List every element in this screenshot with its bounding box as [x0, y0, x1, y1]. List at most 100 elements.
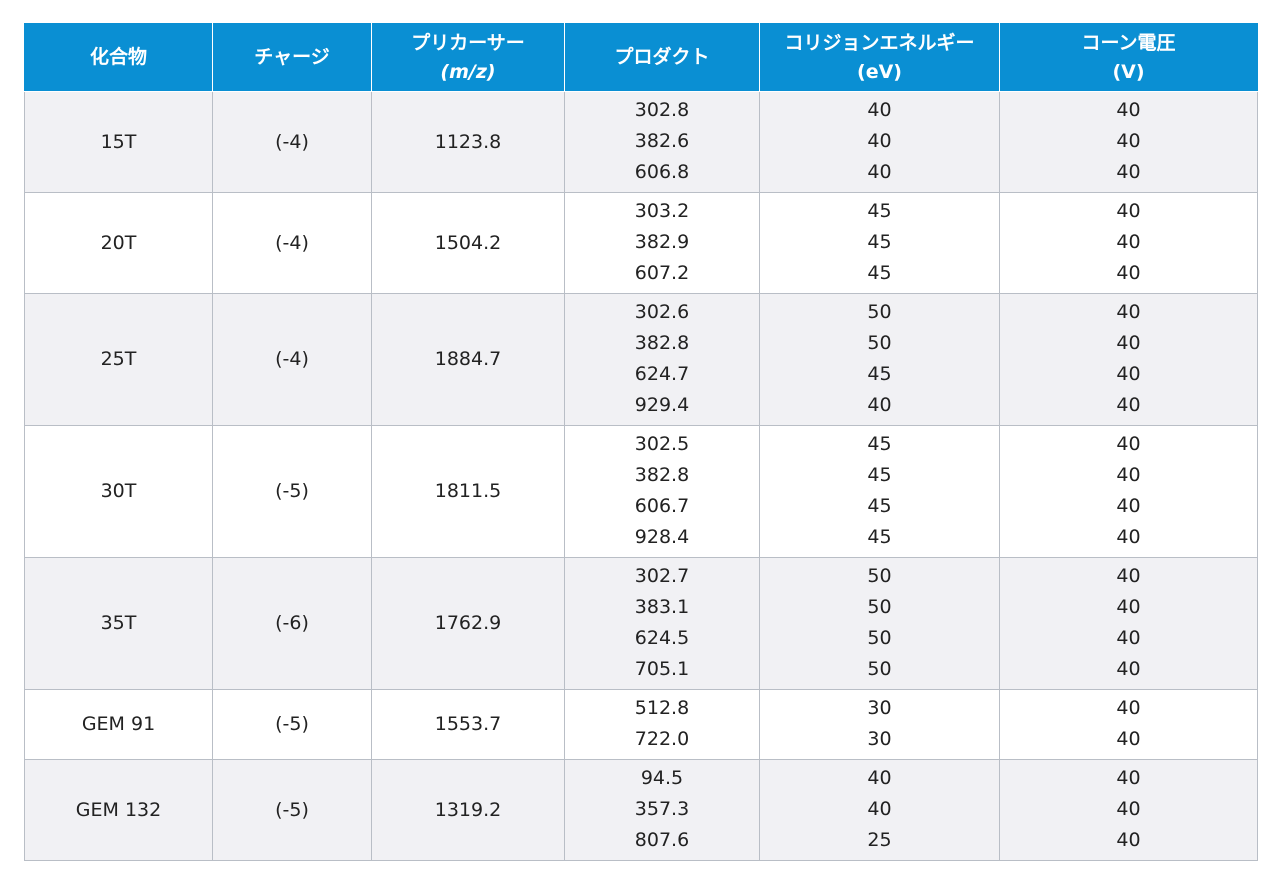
header-precursor: プリカーサー (m/z): [371, 23, 565, 92]
precursor-cell: 1553.7: [371, 689, 565, 760]
product-value: 607.2: [634, 262, 690, 284]
table-row: GEM 132 (-5) 1319.2 94.5 357.3 807.6 40 40 25 40 4…: [24, 759, 1258, 861]
product-value: 606.7: [634, 495, 690, 517]
collision-energy-cell: 50 50 50 50: [759, 557, 1000, 690]
header-precursor-label: プリカーサー: [411, 31, 525, 54]
collision-energy-value: 45: [867, 262, 892, 284]
table-row: 20T (-4) 1504.2 303.2 382.9 607.2 45 45 45 40 40 40: [24, 192, 1258, 294]
mrm-parameters-table: 化合物 チャージ プリカーサー (m/z) プロダクト コリジョンエネルギー (…: [24, 23, 1258, 861]
collision-energy-value: 50: [867, 658, 892, 680]
header-compound-label: 化合物: [89, 46, 147, 68]
collision-energy-value: 50: [867, 596, 892, 618]
cone-voltage-value: 40: [1116, 231, 1141, 253]
collision-energy-value: 45: [867, 363, 892, 385]
product-value: 624.5: [634, 627, 690, 649]
charge-cell: (-5): [212, 425, 372, 558]
collision-energy-value: 50: [867, 332, 892, 354]
cone-voltage-cell: 40 40 40: [999, 192, 1258, 294]
product-value: 383.1: [634, 596, 690, 618]
cone-voltage-value: 40: [1116, 627, 1141, 649]
product-value: 302.5: [634, 433, 690, 455]
product-value: 302.6: [634, 301, 690, 323]
cone-voltage-value: 40: [1116, 161, 1141, 183]
header-product: プロダクト: [564, 23, 760, 92]
table-header-row: 化合物 チャージ プリカーサー (m/z) プロダクト コリジョンエネルギー (…: [24, 23, 1258, 92]
collision-energy-value: 50: [867, 565, 892, 587]
cone-voltage-value: 40: [1116, 130, 1141, 152]
collision-energy-value: 40: [867, 130, 892, 152]
collision-energy-value: 45: [867, 231, 892, 253]
cone-voltage-cell: 40 40 40 40: [999, 425, 1258, 558]
header-precursor-unit: (m/z): [440, 60, 496, 83]
cone-voltage-value: 40: [1116, 433, 1141, 455]
header-compound: 化合物: [24, 23, 213, 92]
collision-energy-value: 30: [867, 697, 892, 719]
charge-cell: (-4): [212, 91, 372, 193]
cone-voltage-value: 40: [1116, 728, 1141, 750]
product-value: 382.9: [634, 231, 690, 253]
header-collision-energy: コリジョンエネルギー (eV): [759, 23, 1000, 92]
product-value: 929.4: [634, 394, 690, 416]
product-cell: 303.2 382.9 607.2: [564, 192, 760, 294]
cone-voltage-value: 40: [1116, 798, 1141, 820]
compound-cell: 30T: [24, 425, 213, 558]
charge-cell: (-6): [212, 557, 372, 690]
charge-cell: (-5): [212, 759, 372, 861]
product-cell: 302.5 382.8 606.7 928.4: [564, 425, 760, 558]
compound-cell: 35T: [24, 557, 213, 690]
precursor-cell: 1884.7: [371, 293, 565, 426]
cone-voltage-cell: 40 40 40: [999, 91, 1258, 193]
collision-energy-value: 45: [867, 495, 892, 517]
collision-energy-value: 50: [867, 627, 892, 649]
product-value: 705.1: [634, 658, 690, 680]
cone-voltage-value: 40: [1116, 363, 1141, 385]
precursor-cell: 1762.9: [371, 557, 565, 690]
cone-voltage-value: 40: [1116, 565, 1141, 587]
collision-energy-value: 25: [867, 829, 892, 851]
collision-energy-value: 50: [867, 301, 892, 323]
table-row: GEM 91 (-5) 1553.7 512.8 722.0 30 30 40 40: [24, 689, 1258, 760]
product-value: 928.4: [634, 526, 690, 548]
cone-voltage-cell: 40 40 40 40: [999, 293, 1258, 426]
precursor-cell: 1504.2: [371, 192, 565, 294]
cone-voltage-value: 40: [1116, 829, 1141, 851]
cone-voltage-value: 40: [1116, 262, 1141, 284]
compound-cell: 25T: [24, 293, 213, 426]
table-row: 15T (-4) 1123.8 302.8 382.6 606.8 40 40 40 40 40 40: [24, 91, 1258, 193]
product-value: 624.7: [634, 363, 690, 385]
product-value: 382.6: [634, 130, 690, 152]
collision-energy-cell: 50 50 45 40: [759, 293, 1000, 426]
collision-energy-value: 45: [867, 464, 892, 486]
compound-cell: GEM 132: [24, 759, 213, 861]
product-value: 357.3: [634, 798, 690, 820]
precursor-cell: 1319.2: [371, 759, 565, 861]
cone-voltage-value: 40: [1116, 464, 1141, 486]
product-value: 512.8: [634, 697, 690, 719]
compound-cell: GEM 91: [24, 689, 213, 760]
product-value: 382.8: [634, 332, 690, 354]
collision-energy-value: 40: [867, 99, 892, 121]
collision-energy-value: 40: [867, 767, 892, 789]
charge-cell: (-5): [212, 689, 372, 760]
cone-voltage-value: 40: [1116, 301, 1141, 323]
compound-cell: 20T: [24, 192, 213, 294]
header-product-label: プロダクト: [614, 46, 710, 68]
table-body: 15T (-4) 1123.8 302.8 382.6 606.8 40 40 40 40 40 40…: [24, 91, 1258, 861]
collision-energy-value: 40: [867, 798, 892, 820]
collision-energy-value: 45: [867, 526, 892, 548]
cone-voltage-value: 40: [1116, 332, 1141, 354]
cone-voltage-value: 40: [1116, 99, 1141, 121]
cone-voltage-value: 40: [1116, 697, 1141, 719]
collision-energy-value: 45: [867, 200, 892, 222]
header-collision-energy-unit: (eV): [857, 60, 902, 83]
compound-cell: 15T: [24, 91, 213, 193]
product-value: 606.8: [634, 161, 690, 183]
cone-voltage-cell: 40 40: [999, 689, 1258, 760]
product-value: 807.6: [634, 829, 690, 851]
product-cell: 302.6 382.8 624.7 929.4: [564, 293, 760, 426]
collision-energy-cell: 45 45 45 45: [759, 425, 1000, 558]
charge-cell: (-4): [212, 192, 372, 294]
cone-voltage-value: 40: [1116, 596, 1141, 618]
header-charge: チャージ: [212, 23, 372, 92]
cone-voltage-value: 40: [1116, 200, 1141, 222]
